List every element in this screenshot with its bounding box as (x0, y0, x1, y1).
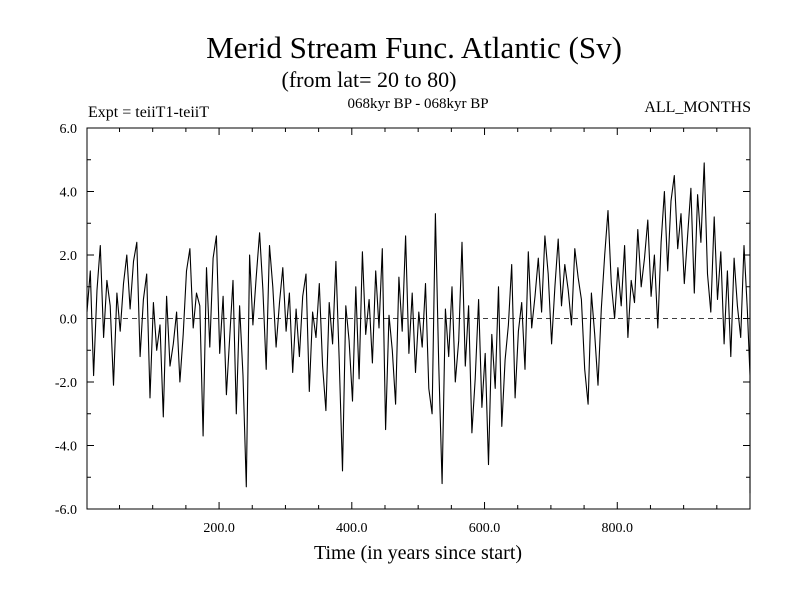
y-tick-label: 6.0 (60, 122, 78, 137)
season-label: ALL_MONTHS (644, 99, 751, 116)
x-tick-label: 800.0 (602, 521, 634, 536)
y-tick-label: -2.0 (55, 376, 77, 391)
chart-title: Merid Stream Func. Atlantic (Sv) (206, 30, 622, 65)
y-tick-label: 0.0 (60, 313, 78, 328)
x-tick-label: 600.0 (469, 521, 501, 536)
chart-subtitle: (from lat= 20 to 80) (282, 67, 457, 92)
x-tick-label: 200.0 (203, 521, 235, 536)
experiment-label: Expt = teiiT1-teiiT (88, 104, 209, 121)
y-tick-label: 4.0 (60, 186, 78, 201)
y-tick-label: 2.0 (60, 249, 78, 264)
y-tick-label: -4.0 (55, 440, 77, 455)
y-tick-label: -6.0 (55, 503, 77, 518)
period-label: 068kyr BP - 068kyr BP (347, 96, 488, 112)
x-tick-label: 400.0 (336, 521, 368, 536)
x-axis: 200.0 400.0 600.0 800.0 (119, 128, 718, 536)
y-axis: -6.0 -4.0 -2.0 0.0 2.0 4.0 6.0 (55, 122, 750, 518)
x-axis-label: Time (in years since start) (314, 542, 522, 564)
series-line (86, 162, 751, 494)
